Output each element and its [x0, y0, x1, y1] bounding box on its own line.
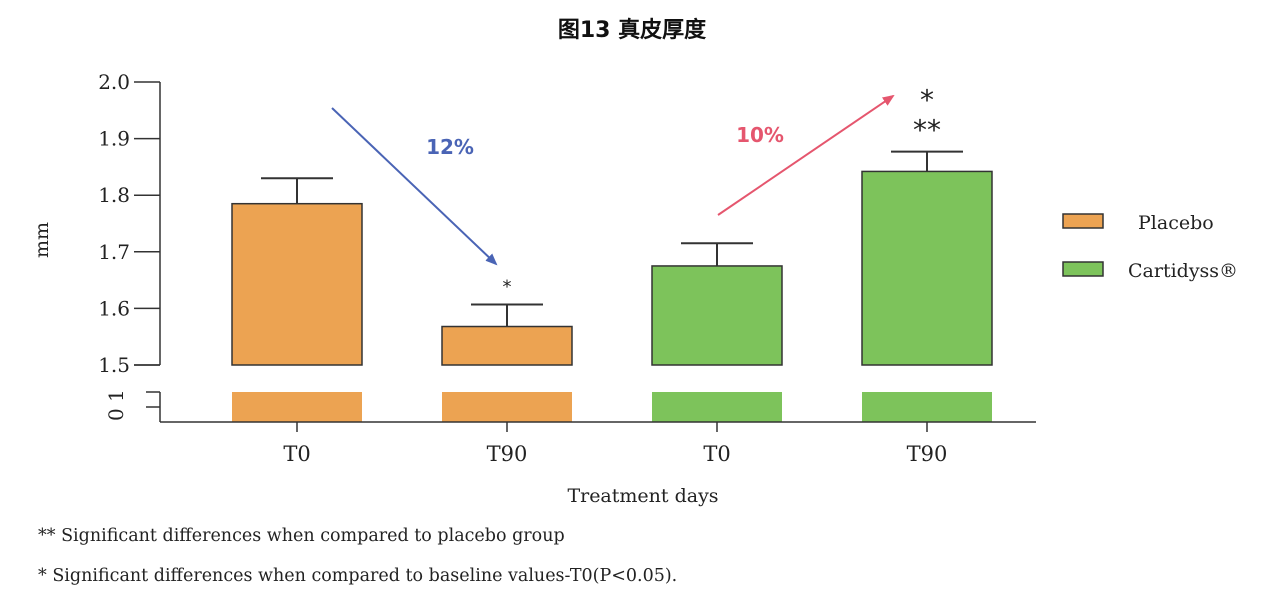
legend-label-cartidyss: Cartidyss® [1128, 260, 1238, 282]
footnote-placebo-significance: ** Significant differences when compared… [38, 526, 565, 546]
bar-lower-0 [232, 392, 362, 422]
significance-mark-1-0: * [503, 276, 512, 297]
y-tick-label-3: 1.8 [98, 183, 130, 207]
x-tick-label-0: T0 [283, 442, 310, 466]
y-tick-label-4: 1.9 [98, 127, 130, 151]
bar-upper-2 [651, 265, 783, 366]
legend-swatch-placebo [1062, 213, 1104, 229]
bar-lower-2 [652, 392, 782, 422]
y-tick-label-1: 1.6 [98, 296, 130, 320]
y-tick-label-one: 1 [104, 389, 128, 402]
bars-layer [231, 150, 993, 422]
axes-layer [134, 81, 1036, 432]
y-axis-label: mm [31, 222, 53, 258]
x-axis-label: Treatment days [567, 485, 718, 507]
y-tick-label-2: 1.7 [98, 240, 130, 264]
chart-title: 图13 真皮厚度 [558, 17, 707, 43]
decrease-arrow [331, 107, 498, 266]
legend-swatch-cartidyss [1062, 261, 1104, 277]
x-tick-label-1: T90 [487, 442, 528, 466]
bar-upper-3 [861, 170, 993, 366]
bar-lower-1 [442, 392, 572, 422]
increase-arrow [717, 94, 895, 216]
significance-mark-3-0: * [920, 84, 934, 117]
decrease-percent-label: 12% [426, 135, 474, 159]
legend-label-placebo: Placebo [1138, 212, 1214, 234]
y-tick-label-zero: 0 [104, 408, 128, 421]
legend: Placebo Cartidyss® [1062, 212, 1238, 282]
x-tick-label-3: T90 [907, 442, 948, 466]
footnote-baseline-significance: * Significant differences when compared … [38, 566, 678, 586]
y-tick-label-5: 2.0 [98, 70, 130, 94]
y-tick-label-0: 1.5 [98, 353, 130, 377]
x-tick-label-2: T0 [703, 442, 730, 466]
bar-lower-3 [862, 392, 992, 422]
bar-upper-1 [441, 325, 573, 366]
bar-upper-0 [231, 202, 363, 366]
significance-mark-3-1: ** [913, 114, 941, 147]
increase-percent-label: 10% [736, 123, 784, 147]
